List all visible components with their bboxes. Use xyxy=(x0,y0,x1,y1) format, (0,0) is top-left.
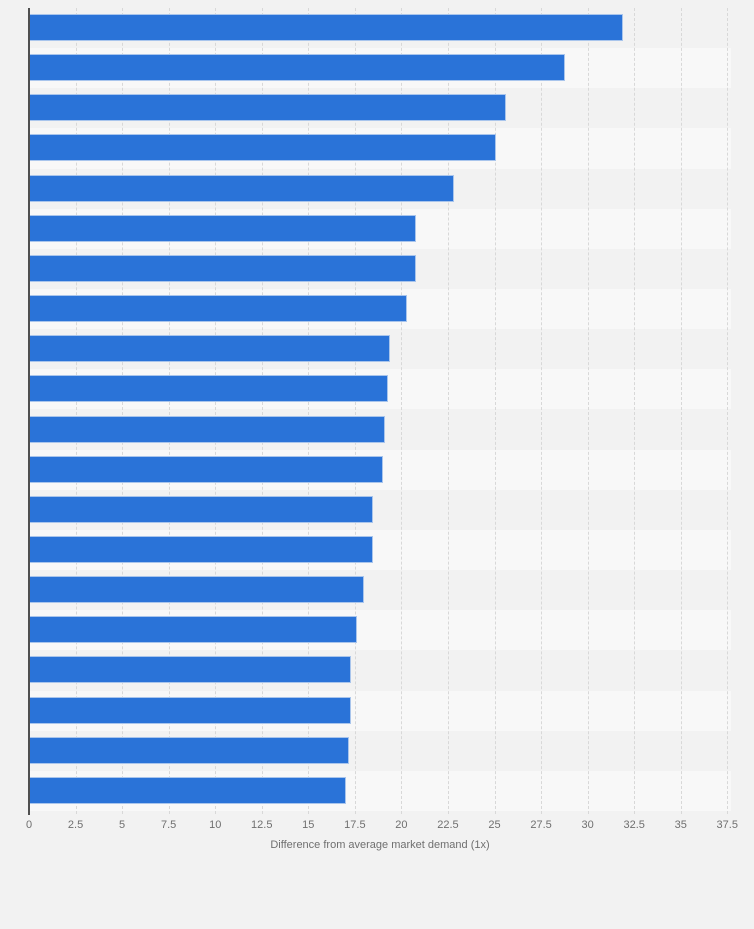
x-axis-title: Difference from average market demand (1… xyxy=(270,839,490,851)
gridline xyxy=(541,8,543,814)
x-tick-label: 25 xyxy=(488,819,501,831)
x-tick-label: 32.5 xyxy=(623,819,645,831)
bar[interactable] xyxy=(29,616,357,644)
bar[interactable] xyxy=(29,576,365,604)
gridline xyxy=(354,8,356,814)
x-tick-label: 0 xyxy=(25,819,33,831)
bar[interactable] xyxy=(29,14,623,41)
gridline xyxy=(587,8,589,814)
bar[interactable] xyxy=(29,94,506,122)
gridline xyxy=(401,8,403,814)
bar[interactable] xyxy=(29,495,374,523)
x-tick-label: 22.5 xyxy=(437,819,459,831)
bar[interactable] xyxy=(29,375,389,403)
gridline xyxy=(308,8,310,814)
x-tick-label: 2.5 xyxy=(67,819,84,831)
bar[interactable] xyxy=(29,254,417,282)
x-tick-label: 20 xyxy=(395,819,408,831)
bar[interactable] xyxy=(29,54,566,82)
gridline xyxy=(75,8,77,814)
bar[interactable] xyxy=(29,295,407,323)
gridline xyxy=(168,8,170,814)
x-tick-label: 37.5 xyxy=(716,819,738,831)
bar[interactable] xyxy=(29,455,383,483)
bar[interactable] xyxy=(29,776,346,804)
y-axis-line xyxy=(28,8,30,815)
gridline xyxy=(727,8,729,814)
bar[interactable] xyxy=(29,214,417,242)
x-tick-label: 7.5 xyxy=(160,819,177,831)
x-axis-tick-labels: 0 2.5 5 7.5 10 12.5 15 17.5 20 22.5 25 27.5 30 32.5 35… xyxy=(25,819,738,833)
bar[interactable] xyxy=(29,174,454,202)
x-tick-label: 12.5 xyxy=(251,819,273,831)
x-tick-label: 10 xyxy=(209,819,222,831)
gridline xyxy=(122,8,124,814)
x-tick-label: 5 xyxy=(119,819,126,831)
gridline xyxy=(634,8,636,814)
bar[interactable] xyxy=(29,535,374,563)
gridline xyxy=(261,8,263,814)
bar[interactable] xyxy=(29,656,352,684)
x-tick-label: 35 xyxy=(674,819,687,831)
gridline xyxy=(447,8,449,814)
plot-area xyxy=(28,8,731,815)
gridline xyxy=(494,8,496,814)
bar[interactable] xyxy=(29,335,391,363)
bar[interactable] xyxy=(29,134,497,162)
bar[interactable] xyxy=(29,696,352,724)
x-tick-label: 15 xyxy=(302,819,315,831)
x-tick-label: 27.5 xyxy=(530,819,552,831)
bar[interactable] xyxy=(29,415,385,443)
x-tick-label: 17.5 xyxy=(344,819,366,831)
x-tick-label: 30 xyxy=(581,819,594,831)
gridline xyxy=(215,8,217,814)
bar[interactable] xyxy=(29,736,350,764)
gridline xyxy=(680,8,682,814)
